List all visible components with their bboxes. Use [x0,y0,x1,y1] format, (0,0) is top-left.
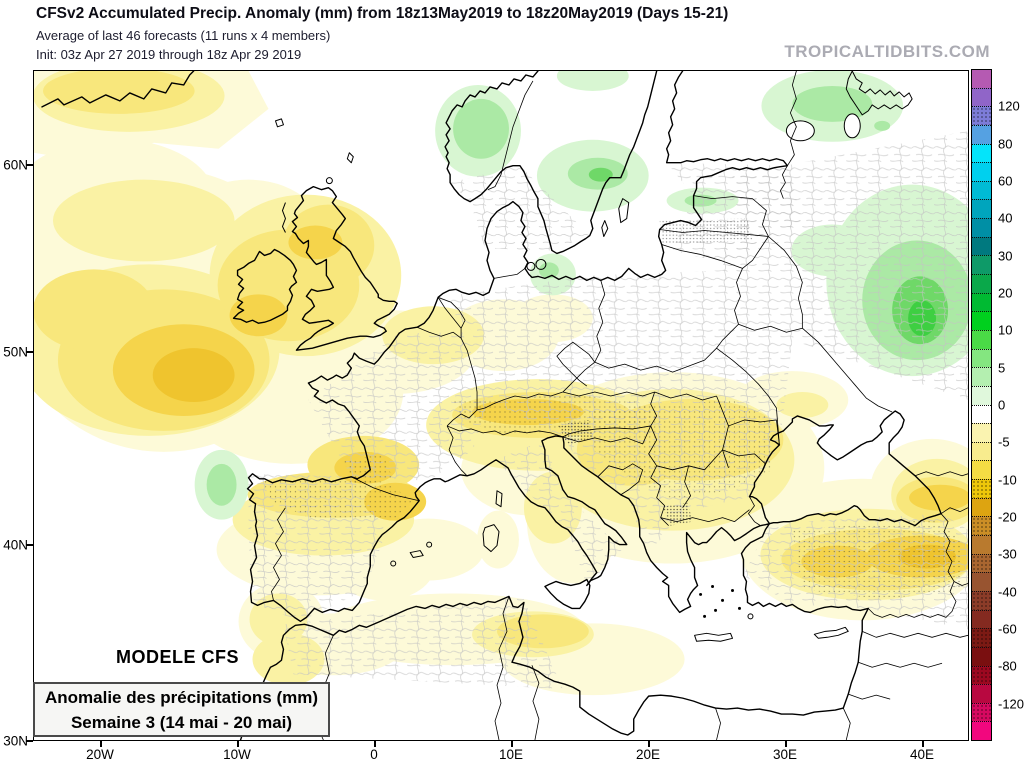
colorbar-cell [972,218,991,237]
init-time-line: Init: 03z Apr 27 2019 through 18z Apr 29… [36,47,302,62]
colorbar-cell [972,423,991,442]
colorbar-label: -20 [998,509,1017,525]
page-title: CFSv2 Accumulated Precip. Anomaly (mm) f… [36,5,729,22]
axis-tick [922,741,924,747]
colorbar-cell [972,199,991,219]
colorbar-cell [972,590,991,610]
axis-bottom-label: 10W [223,747,251,762]
colorbar-label: -60 [998,621,1017,637]
colorbar-label: 120 [998,98,1020,114]
coast-ireland [232,248,298,324]
colorbar-label: -5 [998,434,1010,450]
colorbar-label: 30 [998,248,1013,264]
colorbar-cell [972,516,991,536]
axis-tick [26,164,33,166]
axis-left-label: 60N [3,157,28,173]
colorbar-label: -10 [998,472,1017,488]
axis-tick [26,740,33,742]
colorbar-label: 80 [998,136,1013,152]
colorbar-label: 0 [998,397,1006,413]
colorbar-cell [972,348,991,368]
colorbar-cell [972,572,991,591]
axis-tick [100,741,102,747]
colorbar-cell [972,665,991,685]
axis-bottom-label: 20E [635,747,661,762]
stipple-overlays [263,218,963,600]
axis-tick [648,741,650,747]
annotation-line-2: Semaine 3 (14 mai - 20 mai) [70,712,293,732]
colorbar-label: -80 [998,658,1017,674]
aegean-islands [699,584,741,618]
colorbar-label: 20 [998,285,1013,301]
colorbar-cell [972,106,991,125]
colorbar-cell [972,143,991,163]
lake-onega [843,113,861,139]
colorbar-cell [972,87,991,107]
axis-left-label: 50N [3,344,28,360]
colorbar-cell [972,684,991,703]
axis-bottom-label: 40E [909,747,935,762]
stipple-latvia [659,218,753,245]
map-frame [33,70,969,741]
map-svg [34,71,968,740]
colorbar-cell [972,628,991,647]
axis-left-label: 40N [3,537,28,553]
annotation-line-1: Anomalie des précipitations (mm) [45,687,318,707]
colorbar-label: -30 [998,546,1017,562]
colorbar-cell [972,535,991,554]
colorbar-cell [972,311,991,330]
colorbar-cell [972,721,991,741]
colorbar-cell [972,441,991,461]
colorbar-cell [972,553,991,573]
axis-tick [785,741,787,747]
colorbar-cell [972,329,991,349]
axis-bottom-label: 10E [498,747,524,762]
colorbar-cell [972,70,991,88]
axis-left-label: 30N [3,733,28,749]
axis-bottom-label: 30E [772,747,798,762]
colorbar-cell [972,162,991,181]
colorbar-cell [972,255,991,275]
colorbar-cell [972,479,991,498]
colorbar-label: 5 [998,360,1006,376]
colorbar-label: 60 [998,173,1013,189]
colorbar-cell [972,460,991,480]
axis-tick [374,741,376,747]
colorbar-label: -40 [998,584,1017,600]
colorbar-cell [972,180,991,200]
colorbar-cells [972,70,991,741]
axis-tick [237,741,239,747]
lake-ladoga [785,120,815,142]
colorbar-cell [972,404,991,424]
axis-tick [26,544,33,546]
forecast-average-subtitle: Average of last 46 forecasts (11 runs x … [36,28,331,43]
coastlines [41,71,942,740]
colorbar-cell [972,124,991,144]
colorbar-cell [972,497,991,517]
axis-tick [511,741,513,747]
colorbar-cell [972,702,991,722]
coast-great-britain [291,185,398,351]
colorbar-cell [972,274,991,293]
colorbar-cell [972,385,991,405]
colorbar-cell [972,646,991,666]
colorbar-label: 10 [998,322,1013,338]
site-watermark: TROPICALTIDBITS.COM [784,42,990,61]
axis-tick [26,351,33,353]
axis-bottom-label: 0 [370,747,378,762]
colorbar-cell [972,367,991,386]
annotation-box: Anomalie des précipitations (mm) Semaine… [33,682,330,737]
colorbar-cell [972,292,991,312]
colorbar-cell [972,236,991,256]
colorbar-cell [972,609,991,629]
model-label: MODELE CFS [116,647,240,667]
colorbar-labels: 120 80 60 40 30 20 10 5 0 -5 -10 -20 -30 -40 -60 -80 -12… [998,69,1024,741]
colorbar [971,69,992,741]
colorbar-label: 40 [998,210,1013,226]
colorbar-label: -120 [998,696,1024,712]
axis-bottom-label: 20W [86,747,114,762]
